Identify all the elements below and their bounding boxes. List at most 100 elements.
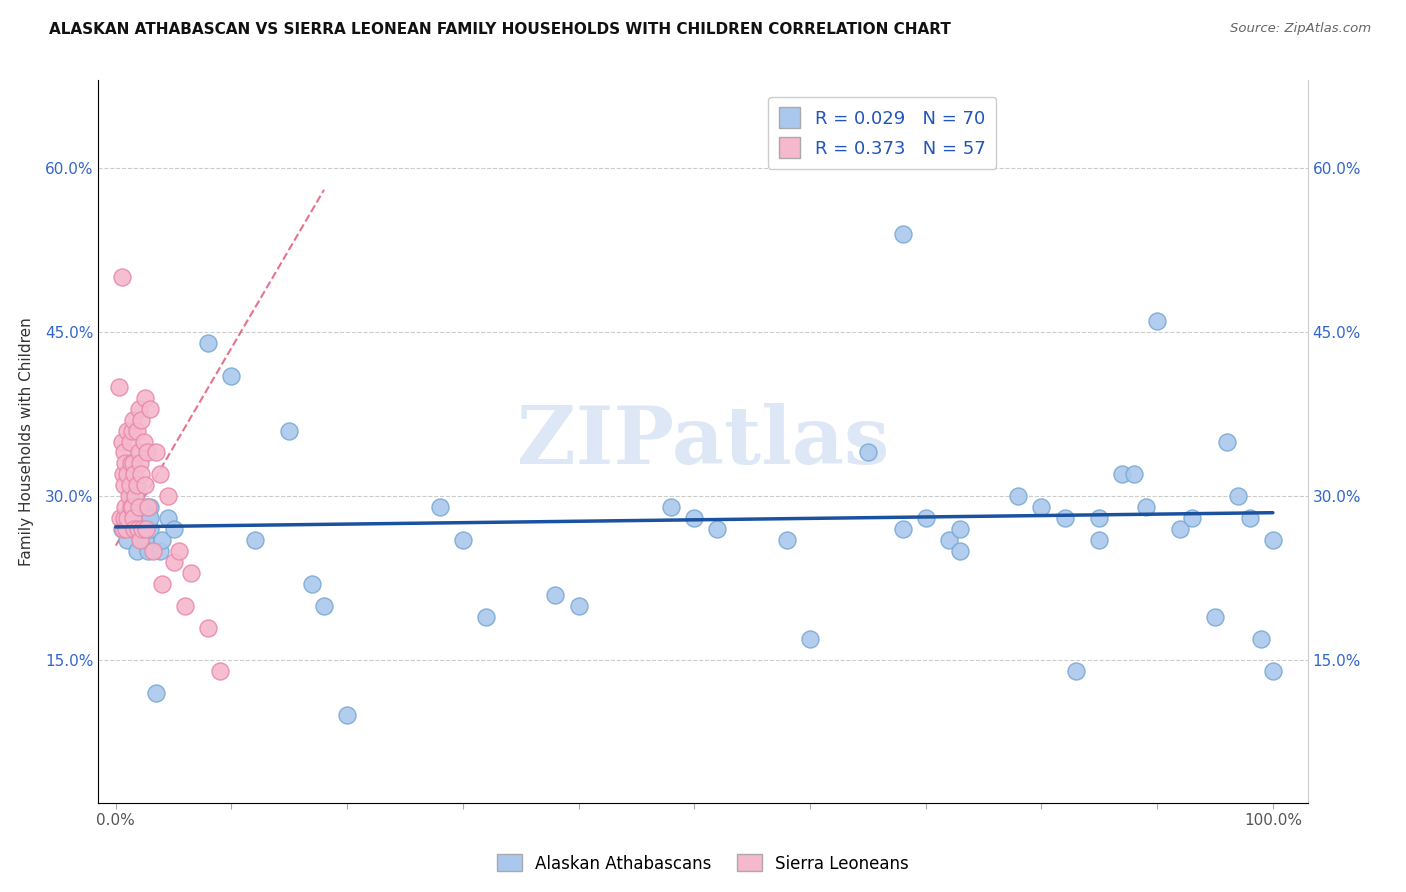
Point [128, 445, 150, 459]
Point [1261, 665, 1284, 679]
Point [914, 511, 936, 525]
Point [112, 445, 135, 459]
Point [149, 467, 172, 482]
Point [124, 522, 146, 536]
Point [111, 467, 134, 482]
Point [125, 544, 148, 558]
Point [1111, 467, 1133, 482]
Point [776, 533, 799, 547]
Point [145, 445, 167, 459]
Point [120, 457, 142, 471]
Point [1031, 500, 1053, 515]
Point [949, 522, 972, 536]
Point [125, 500, 148, 515]
Point [114, 457, 136, 471]
Point [659, 500, 682, 515]
Point [142, 544, 165, 558]
Point [124, 489, 146, 503]
Point [1123, 467, 1146, 482]
Point [544, 588, 567, 602]
Point [136, 445, 159, 459]
Point [156, 489, 179, 503]
Text: Source: ZipAtlas.com: Source: ZipAtlas.com [1230, 22, 1371, 36]
Point [118, 478, 141, 492]
Point [301, 577, 323, 591]
Point [221, 368, 243, 383]
Point [122, 457, 145, 471]
Point [131, 522, 153, 536]
Point [162, 522, 184, 536]
Point [134, 500, 156, 515]
Y-axis label: Family Households with Children: Family Households with Children [18, 318, 34, 566]
Point [118, 434, 141, 449]
Point [799, 632, 821, 646]
Point [129, 467, 152, 482]
Point [429, 500, 451, 515]
Point [208, 665, 231, 679]
Point [1088, 511, 1111, 525]
Point [114, 511, 136, 525]
Point [938, 533, 960, 547]
Point [1088, 533, 1111, 547]
Point [475, 609, 498, 624]
Point [856, 445, 879, 459]
Point [134, 522, 156, 536]
Point [124, 467, 146, 482]
Text: ZIPatlas: ZIPatlas [517, 402, 889, 481]
Point [1215, 434, 1237, 449]
Point [129, 533, 152, 547]
Point [112, 511, 135, 525]
Point [115, 522, 138, 536]
Point [1181, 511, 1204, 525]
Point [145, 686, 167, 700]
Point [117, 467, 139, 482]
Point [1146, 314, 1168, 328]
Point [120, 500, 142, 515]
Point [117, 489, 139, 503]
Point [156, 511, 179, 525]
Point [129, 457, 152, 471]
Point [1064, 665, 1087, 679]
Point [1168, 522, 1191, 536]
Point [128, 500, 150, 515]
Point [108, 380, 131, 394]
Point [150, 533, 173, 547]
Point [122, 412, 145, 426]
Point [1250, 632, 1272, 646]
Point [568, 599, 591, 613]
Point [451, 533, 474, 547]
Point [312, 599, 335, 613]
Point [128, 401, 150, 416]
Point [139, 500, 162, 515]
Point [128, 500, 150, 515]
Point [197, 621, 219, 635]
Point [122, 511, 145, 525]
Point [1239, 511, 1261, 525]
Point [114, 500, 136, 515]
Point [169, 544, 191, 558]
Point [243, 533, 266, 547]
Point [135, 522, 157, 536]
Point [891, 227, 914, 241]
Point [134, 533, 156, 547]
Point [1204, 609, 1226, 624]
Point [162, 555, 184, 569]
Point [856, 139, 879, 153]
Point [706, 522, 728, 536]
Point [197, 336, 219, 351]
Point [139, 511, 162, 525]
Point [127, 522, 149, 536]
Point [174, 599, 197, 613]
Point [125, 424, 148, 438]
Point [336, 708, 359, 723]
Point [110, 270, 132, 285]
Point [121, 424, 143, 438]
Point [125, 478, 148, 492]
Point [1227, 489, 1250, 503]
Point [683, 511, 706, 525]
Point [150, 577, 173, 591]
Point [129, 533, 152, 547]
Point [117, 424, 139, 438]
Point [136, 544, 159, 558]
Point [110, 434, 132, 449]
